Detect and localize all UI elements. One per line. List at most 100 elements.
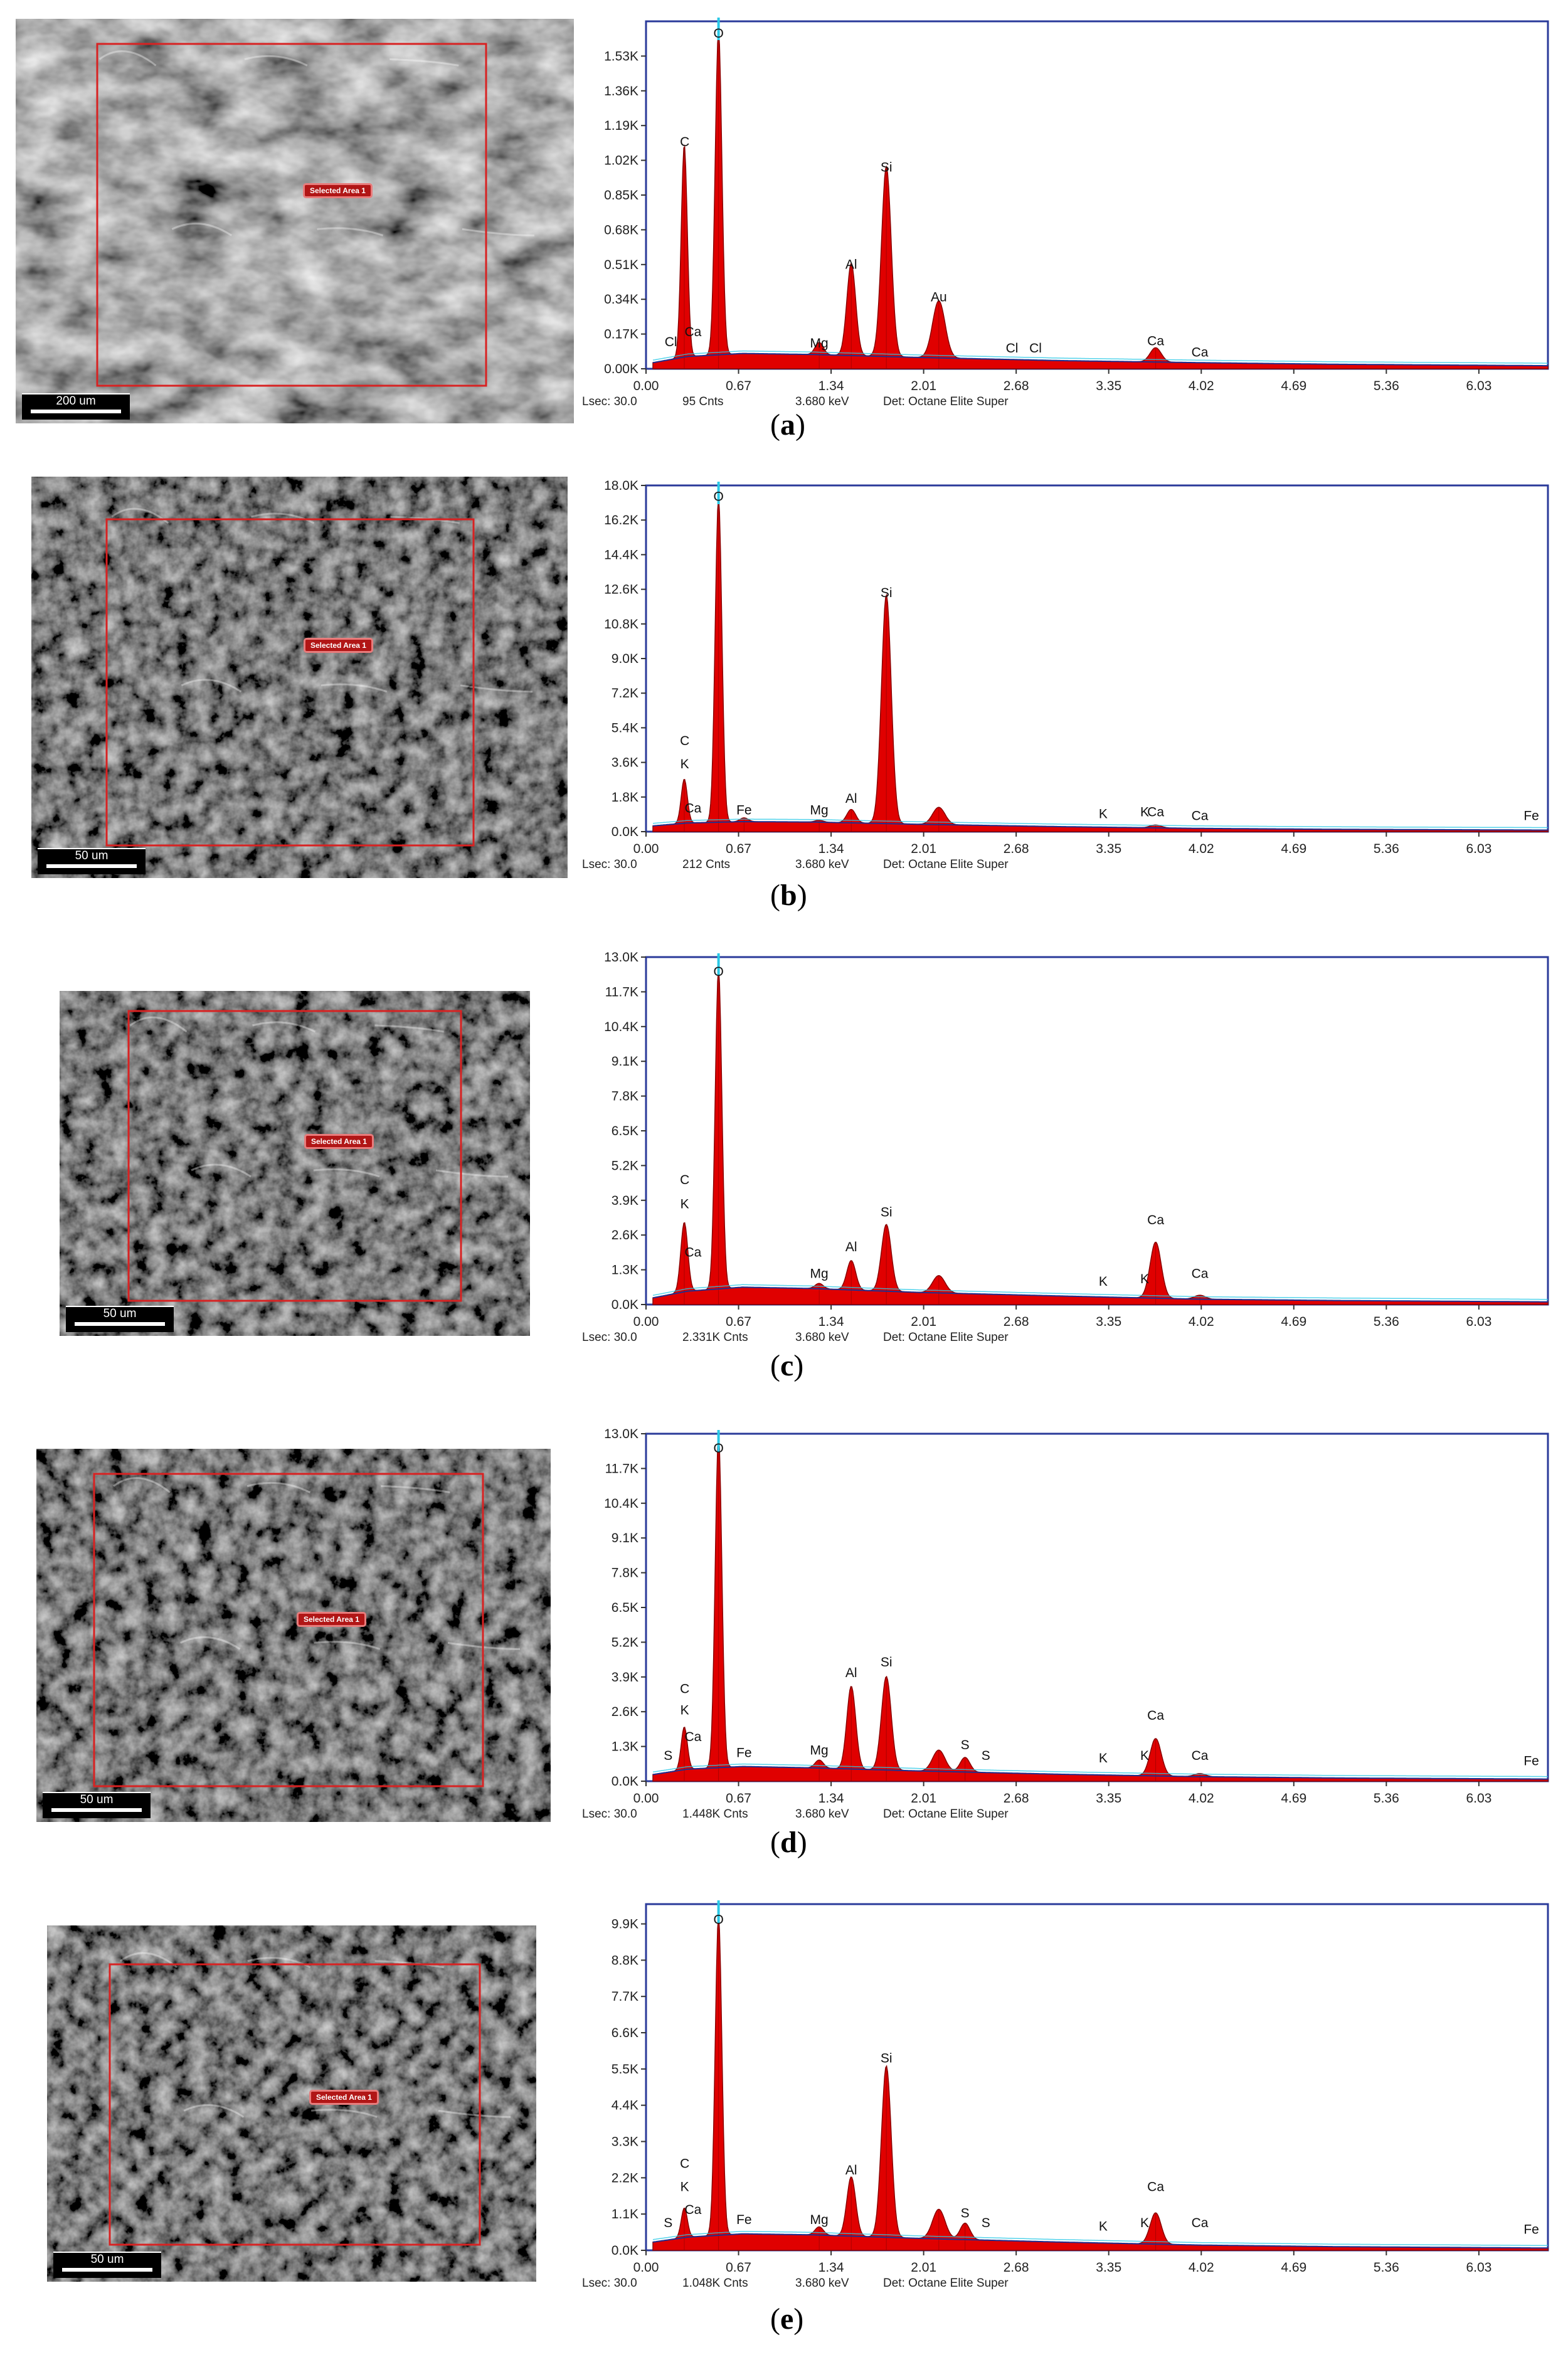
footer-cnts: 1.048K Cnts (682, 2277, 748, 2290)
x-tick-label: 4.02 (1189, 2260, 1214, 2275)
scale-bar: 50 um (43, 1792, 151, 1818)
element-label: S (664, 2216, 672, 2230)
x-tick-label: 1.34 (818, 842, 844, 856)
y-tick-label: 7.7K (612, 1989, 638, 2004)
scale-bar: 50 um (66, 1306, 174, 1332)
y-tick-label: 0.00K (604, 362, 638, 376)
x-tick-label: 1.34 (818, 2260, 844, 2275)
x-tick-label: 4.02 (1189, 1791, 1214, 1806)
element-label: Mg (810, 336, 829, 351)
x-tick-label: 6.03 (1466, 1315, 1491, 1329)
y-tick-label: 3.9K (612, 1670, 638, 1685)
footer-kev: 3.680 keV (795, 395, 849, 408)
eds-spectrum-c: 0.0K 1.3K 2.6K 3.9K 5.2K 6.5K 7.8K 9.1K 10.4K 11.… (577, 950, 1554, 1348)
y-tick-label: 9.1K (612, 1054, 638, 1069)
y-tick-label: 5.2K (612, 1158, 638, 1173)
eds-spectrum-d: 0.0K 1.3K 2.6K 3.9K 5.2K 6.5K 7.8K 9.1K 10.4K 11.… (577, 1427, 1554, 1825)
y-tick-label: 0.0K (612, 1298, 638, 1312)
x-tick-label: 3.35 (1096, 2260, 1121, 2275)
y-tick-label: 9.0K (612, 652, 638, 666)
x-tick-label: 2.01 (911, 2260, 936, 2275)
x-tick-label: 6.03 (1466, 1791, 1491, 1806)
selection-rectangle (93, 1473, 484, 1787)
scale-bar-line (51, 1808, 142, 1812)
element-label: O (713, 26, 723, 41)
y-tick-label: 1.3K (612, 1263, 638, 1278)
y-tick-label: 1.8K (612, 790, 638, 805)
spectrum-footer: Lsec: 30.0 1.048K Cnts 3.680 keV Det: Octan… (582, 2277, 1547, 2293)
selection-rectangle (105, 518, 475, 847)
sem-texture (47, 1925, 536, 2282)
element-label: K (681, 2179, 689, 2194)
footer-cnts: 2.331K Cnts (682, 1331, 748, 1344)
footer-det: Det: Octane Elite Super (883, 2277, 1009, 2290)
x-tick-label: 6.03 (1466, 2260, 1491, 2275)
x-tick-label: 0.00 (633, 1315, 659, 1329)
x-tick-label: 5.36 (1374, 1315, 1399, 1329)
panel-caption: (c) (770, 1349, 804, 1382)
y-tick-label: 6.5K (612, 1124, 638, 1138)
element-label: K (681, 757, 689, 771)
y-tick-label: 0.17K (604, 327, 638, 342)
x-tick-label: 2.68 (1004, 1315, 1029, 1329)
x-tick-label: 6.03 (1466, 842, 1491, 856)
y-tick-label: 0.51K (604, 258, 638, 272)
element-label: Al (845, 792, 857, 806)
element-label: Fe (1523, 2223, 1539, 2237)
scale-bar-line (62, 2268, 152, 2272)
selection-rectangle (109, 1963, 481, 2246)
x-tick-label: 0.67 (726, 379, 751, 393)
element-label: Ca (1147, 334, 1164, 349)
y-tick-label: 9.9K (612, 1917, 638, 1932)
x-tick-label: 0.00 (633, 379, 659, 393)
element-label: Cl (1029, 341, 1042, 356)
footer-cnts: 212 Cnts (682, 858, 731, 871)
x-tick-label: 2.68 (1004, 842, 1029, 856)
y-tick-label: 2.2K (612, 2171, 638, 2185)
element-label: Si (881, 586, 893, 600)
element-label: K (681, 1703, 689, 1717)
plot-frame (645, 1903, 1549, 2252)
sem-image-d: Selected Area 1 50 um (36, 1449, 551, 1822)
y-tick-label: 12.6K (604, 583, 638, 597)
element-label: K (1140, 1749, 1149, 1763)
element-label: Ca (1147, 1213, 1164, 1227)
y-tick-label: 13.0K (604, 1427, 638, 1441)
footer-det: Det: Octane Elite Super (883, 1331, 1009, 1344)
background-fit-line (652, 821, 1548, 831)
x-tick-label: 3.35 (1096, 842, 1121, 856)
y-tick-label: 0.85K (604, 188, 638, 203)
element-label: C (680, 734, 689, 748)
footer-lsec: Lsec: 30.0 (582, 2277, 637, 2290)
sem-image-a: Selected Area 1 200 um (16, 19, 574, 423)
element-label: Ca (1147, 2179, 1164, 2194)
element-label: K (1099, 1274, 1108, 1289)
eds-spectrum-e: 0.0K 1.1K 2.2K 3.3K 4.4K 5.5K 6.6K 7.7K 8.8K 9.9K… (577, 1900, 1554, 2294)
element-label: K (681, 1197, 689, 1212)
background-fit-line (652, 1766, 1548, 1780)
element-label: Al (845, 1666, 857, 1680)
x-tick-label: 2.01 (911, 842, 936, 856)
element-label: K (1099, 2219, 1108, 2233)
y-tick-label: 1.53K (604, 49, 638, 63)
model-fit-line (652, 818, 1548, 829)
selected-area-label: Selected Area 1 (303, 183, 373, 198)
element-label: Si (881, 2051, 893, 2065)
element-label: Ca (1192, 1749, 1209, 1763)
x-tick-label: 3.35 (1096, 1791, 1121, 1806)
eds-spectrum-a: 0.00K 0.17K 0.34K 0.51K 0.68K 0.85K 1.02K 1.19K… (577, 18, 1554, 413)
scale-bar-text: 200 um (56, 394, 96, 408)
x-tick-label: 4.69 (1281, 379, 1306, 393)
y-tick-label: 1.19K (604, 119, 638, 133)
panel-letter: c (780, 1349, 794, 1382)
y-tick-label: 1.02K (604, 154, 638, 168)
footer-kev: 3.680 keV (795, 2277, 849, 2290)
x-tick-label: 0.67 (726, 2260, 751, 2275)
y-tick-label: 4.4K (612, 2099, 638, 2113)
element-label: S (961, 1738, 970, 1752)
y-tick-label: 1.3K (612, 1740, 638, 1754)
element-label: Fe (1523, 809, 1539, 823)
element-label: O (713, 1913, 723, 1927)
scale-bar-line (46, 864, 137, 868)
scale-bar: 50 um (38, 848, 146, 874)
